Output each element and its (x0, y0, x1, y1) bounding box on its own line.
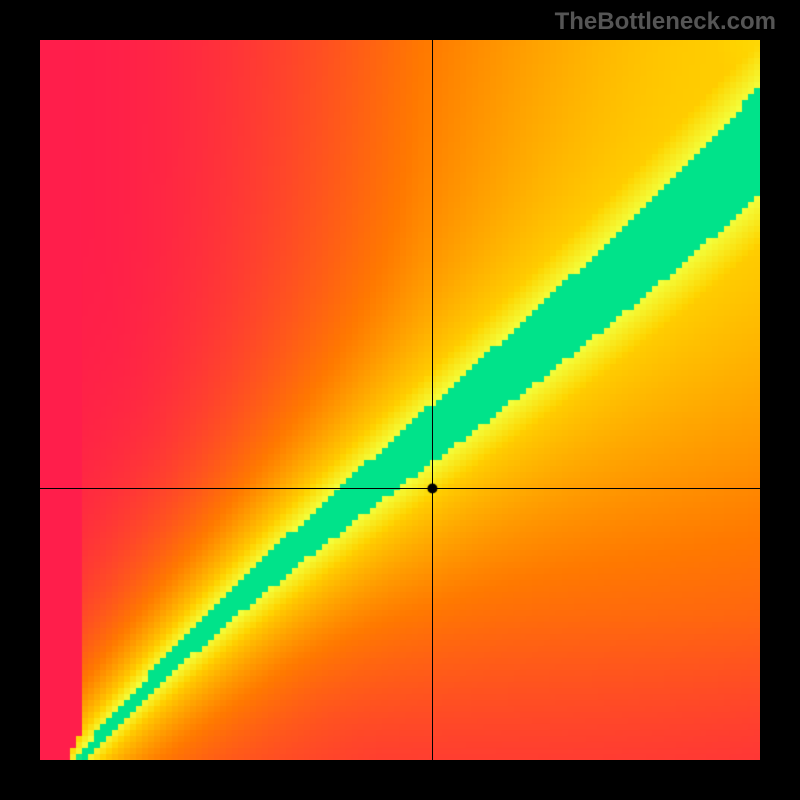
watermark-label: TheBottleneck.com (555, 8, 776, 36)
bottleneck-heatmap (40, 40, 760, 760)
crosshair-vertical (432, 40, 433, 760)
crosshair-horizontal (40, 488, 760, 489)
